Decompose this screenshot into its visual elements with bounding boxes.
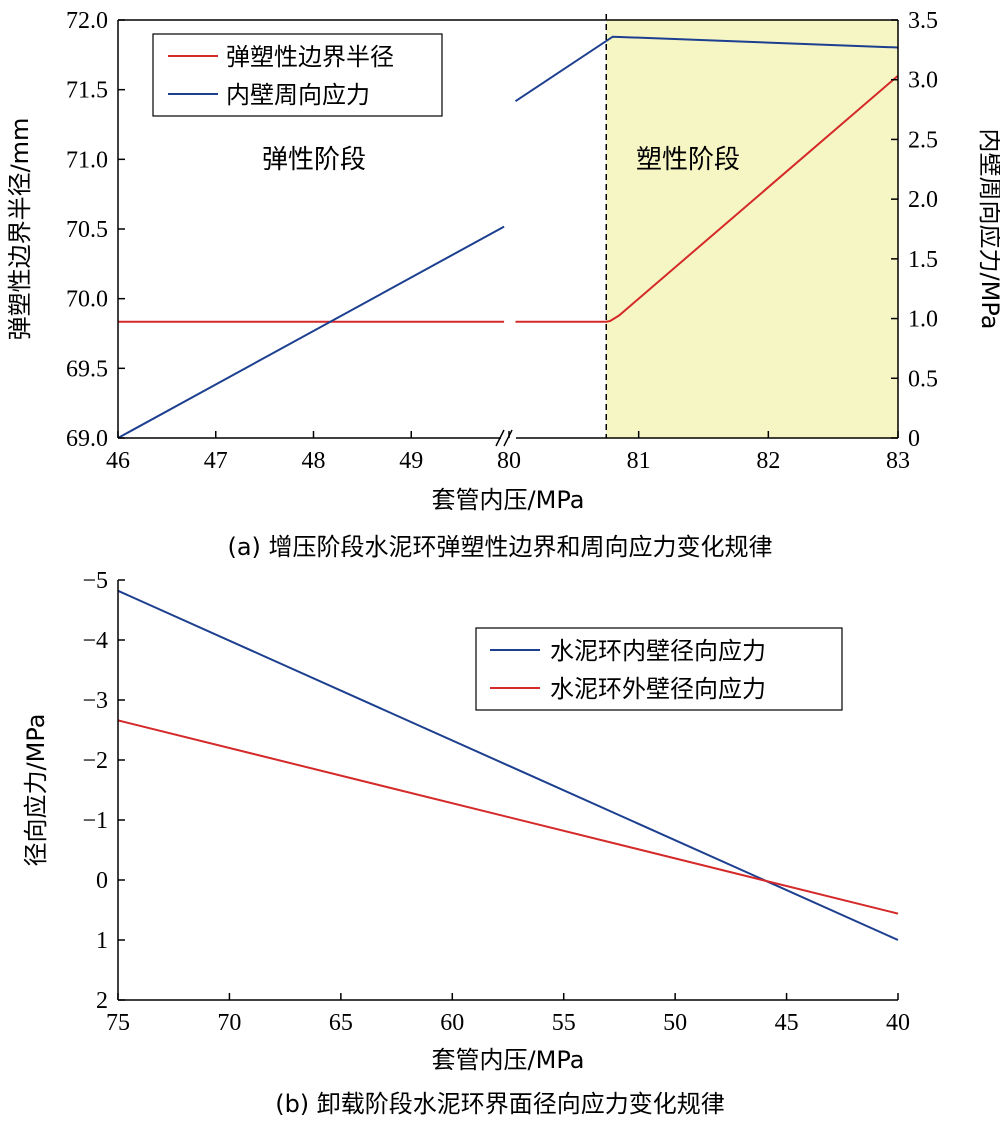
x-tick-label: 81 — [627, 448, 651, 474]
x-tick-label: 55 — [552, 1010, 576, 1036]
chart-a-series — [117, 35, 899, 439]
y-left-tick-label: 70.5 — [66, 217, 108, 243]
y-left-tick-label: 72.0 — [66, 8, 108, 34]
y-tick-label: −4 — [82, 628, 108, 654]
chart-a-caption: (a) 增压阶段水泥环弹塑性边界和周向应力变化规律 — [227, 533, 772, 561]
x-tick-label: 40 — [886, 1010, 910, 1036]
y-right-tick-label: 1.0 — [908, 307, 938, 333]
chart-b: 75 70 65 60 55 50 45 40 −5 −4 −3 −2 −1 0 1 2 水泥环内壁径向应力 … — [22, 568, 910, 1118]
x-tick-label: 83 — [886, 448, 910, 474]
chart-b-caption: (b) 卸载阶段水泥环界面径向应力变化规律 — [275, 1090, 725, 1118]
series-1-outer-radial — [117, 719, 899, 915]
x-tick-label: 49 — [399, 448, 423, 474]
y-left-tick-label: 71.5 — [66, 78, 108, 104]
legend-outer-radial: 水泥环外壁径向应力 — [550, 675, 766, 703]
chart-a-ylabel-left: 弹塑性边界半径/mm — [6, 118, 34, 341]
stage-label-elastic: 弹性阶段 — [262, 145, 366, 175]
x-tick-label: 65 — [329, 1010, 353, 1036]
y-tick-label: 1 — [96, 928, 108, 954]
axis-break-mark — [495, 429, 513, 447]
x-tick-label: 47 — [204, 448, 228, 474]
y-tick-label: −2 — [82, 748, 108, 774]
y-tick-label: −1 — [82, 808, 108, 834]
chart-a: 46 47 48 49 80 81 82 83 69.0 69.5 70.0 70.5 71.0 71.5… — [6, 8, 1000, 561]
chart-a-ylabel-right: 内壁周向应力/MPa — [976, 129, 1000, 330]
chart-b-xlabel: 套管内压/MPa — [432, 1046, 585, 1074]
chart-a-xlabel: 套管内压/MPa — [432, 486, 585, 514]
x-tick-label: 75 — [106, 1010, 130, 1036]
y-right-tick-label: 0 — [908, 426, 920, 452]
y-right-tick-label: 3.5 — [908, 8, 938, 34]
plastic-stage-shading — [606, 20, 898, 438]
y-right-tick-label: 0.5 — [908, 366, 938, 392]
y-right-tick-label: 2.5 — [908, 127, 938, 153]
legend-hoop-stress: 内壁周向应力 — [226, 81, 370, 109]
legend-boundary-radius: 弹塑性边界半径 — [226, 43, 394, 71]
chart-a-ticks: 46 47 48 49 80 81 82 83 69.0 69.5 70.0 70.5 71.0 71.5… — [66, 8, 938, 474]
y-tick-label: −5 — [82, 568, 108, 594]
chart-b-ticks: 75 70 65 60 55 50 45 40 −5 −4 −3 −2 −1 0 1 2 — [82, 568, 910, 1036]
y-tick-label: −3 — [82, 688, 108, 714]
chart-b-series — [117, 589, 899, 941]
y-tick-label: 2 — [96, 988, 108, 1014]
chart-b-ylabel: 径向应力/MPa — [22, 714, 50, 867]
y-left-tick-label: 71.0 — [66, 147, 108, 173]
series-0-boundary-radius-part-1 — [515, 74, 899, 323]
x-tick-label: 60 — [440, 1010, 464, 1036]
x-tick-label: 70 — [217, 1010, 241, 1036]
x-tick-label: 82 — [756, 448, 780, 474]
y-right-tick-label: 2.0 — [908, 187, 938, 213]
chart-b-legend: 水泥环内壁径向应力 水泥环外壁径向应力 — [475, 627, 843, 711]
y-right-tick-label: 3.0 — [908, 68, 938, 94]
y-left-tick-label: 69.0 — [66, 426, 108, 452]
chart-a-legend: 弹塑性边界半径 内壁周向应力 — [152, 33, 443, 117]
x-tick-label: 46 — [106, 448, 130, 474]
x-tick-label: 50 — [663, 1010, 687, 1036]
y-tick-label: 0 — [96, 868, 108, 894]
x-tick-label: 45 — [775, 1010, 799, 1036]
y-left-tick-label: 69.5 — [66, 356, 108, 382]
series-1-hoop-stress-part-0 — [117, 225, 505, 439]
stage-label-plastic: 塑性阶段 — [636, 145, 740, 175]
x-tick-label: 48 — [302, 448, 326, 474]
y-left-tick-label: 70.0 — [66, 287, 108, 313]
series-1-hoop-stress-part-1 — [514, 35, 899, 103]
y-right-tick-label: 1.5 — [908, 247, 938, 273]
legend-inner-radial: 水泥环内壁径向应力 — [550, 637, 766, 665]
x-tick-label: 80 — [497, 448, 521, 474]
